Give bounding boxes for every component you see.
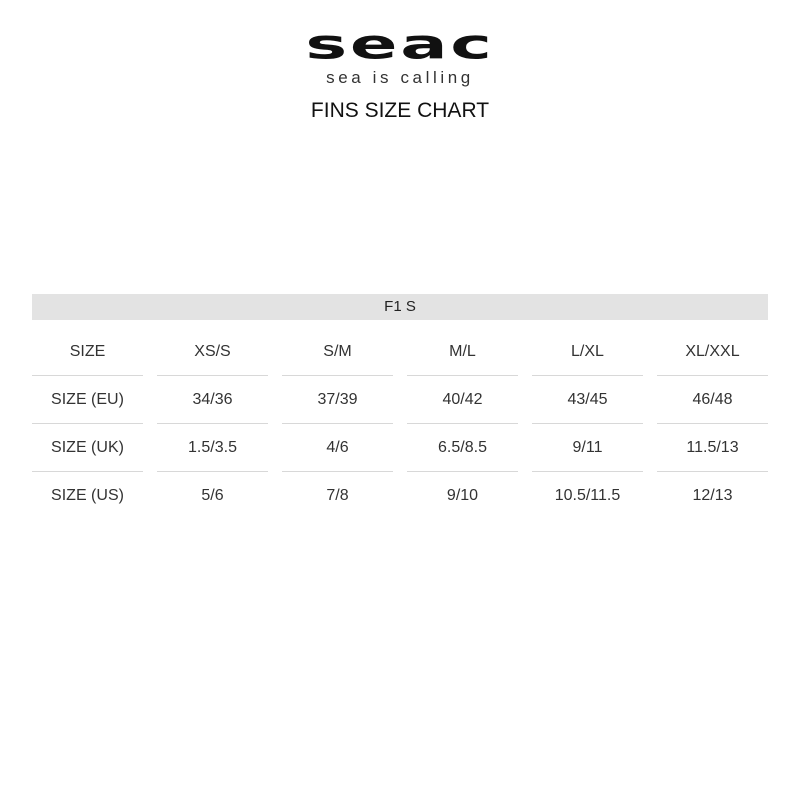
table-row: SIZE (EU) 34/36 37/39 40/42 43/45 46/48 xyxy=(32,376,768,424)
table-cell: 43/45 xyxy=(532,376,643,424)
table-cell: 9/11 xyxy=(532,424,643,472)
table-cell: 11.5/13 xyxy=(657,424,768,472)
seac-logo: seac sea is calling xyxy=(300,22,500,88)
table-cell: 9/10 xyxy=(446,487,479,504)
table-cell: 34/36 xyxy=(157,376,268,424)
table-row: SIZE XS/S S/M M/L L/XL XL/XXL xyxy=(32,328,768,376)
table-cell: 46/48 xyxy=(657,376,768,424)
row-header-cell: SIZE (EU) xyxy=(32,376,143,424)
table-cell: 6.5/8.5 xyxy=(407,424,518,472)
table-row: SIZE (UK) 1.5/3.5 4/6 6.5/8.5 9/11 11.5/13 xyxy=(32,424,768,472)
table-cell: 40/42 xyxy=(407,376,518,424)
table-cell: 7/8 xyxy=(326,487,349,504)
size-table: SIZE XS/S S/M M/L L/XL XL/XXL SIZE (EU) 34/36 37… xyxy=(32,328,768,520)
table-cell: 37/39 xyxy=(282,376,393,424)
logo-wordmark: seac xyxy=(305,21,495,69)
table-cell: M/L xyxy=(407,328,518,376)
table-row: SIZE (US) 5/6 7/8 9/10 10.5/11.5 12/13 xyxy=(32,472,768,520)
row-header-cell: SIZE (UK) xyxy=(32,424,143,472)
table-cell: XL/XXL xyxy=(657,328,768,376)
model-header: F1 S xyxy=(32,294,768,320)
table-cell: 5/6 xyxy=(201,487,224,504)
table-cell: 12/13 xyxy=(692,487,733,504)
table-cell: XS/S xyxy=(157,328,268,376)
page-title: FINS SIZE CHART xyxy=(310,99,490,122)
table-cell: L/XL xyxy=(532,328,643,376)
table-cell: 4/6 xyxy=(282,424,393,472)
row-header-cell: SIZE (US) xyxy=(51,487,124,504)
row-header-cell: SIZE xyxy=(32,328,143,376)
table-cell: S/M xyxy=(282,328,393,376)
table-cell: 10.5/11.5 xyxy=(554,487,621,504)
table-cell: 1.5/3.5 xyxy=(157,424,268,472)
logo-tagline: sea is calling xyxy=(326,68,474,87)
